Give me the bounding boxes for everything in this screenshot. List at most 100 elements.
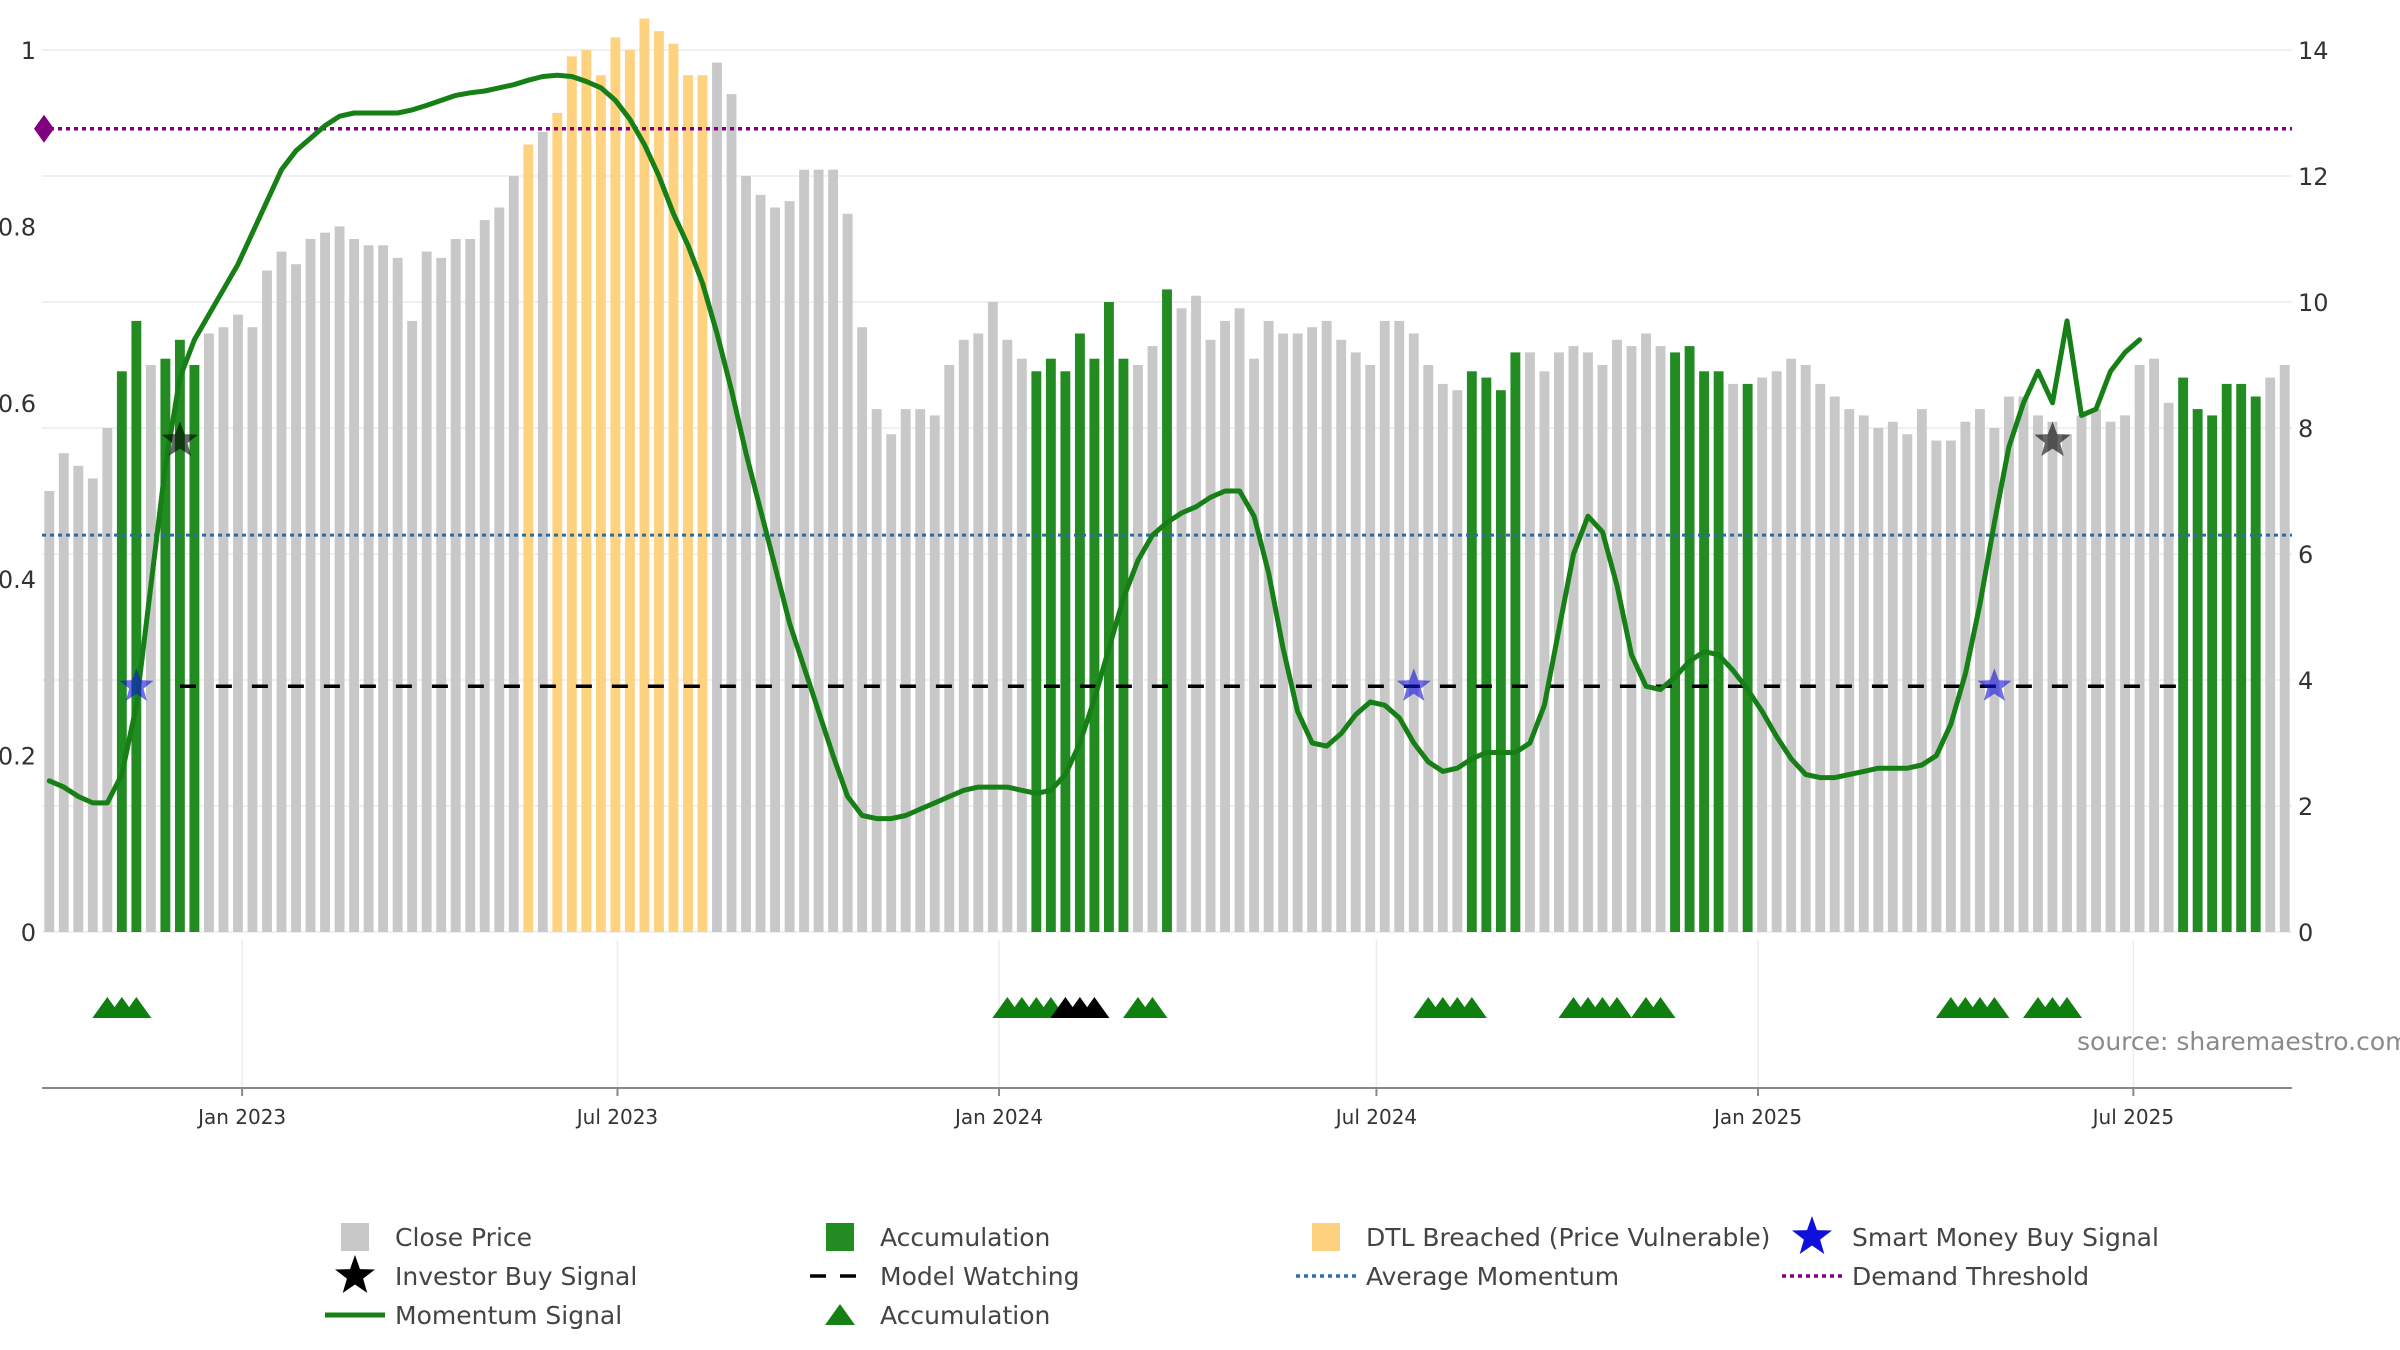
accumulation-bar	[1670, 352, 1680, 932]
accumulation-triangle	[1602, 997, 1632, 1018]
legend-label: Smart Money Buy Signal	[1852, 1223, 2159, 1252]
legend-label: Accumulation	[880, 1301, 1050, 1330]
accumulation-bar	[1713, 371, 1724, 932]
close-price-bar	[145, 365, 156, 932]
close-price-bar	[1597, 365, 1608, 932]
legend-item-dtl_breached: DTL Breached (Price Vulnerable)	[1312, 1223, 1770, 1252]
accumulation-bar	[2207, 415, 2218, 932]
close-price-bar	[871, 409, 882, 933]
dtl-breached-bar	[624, 50, 635, 932]
close-price-bar	[2279, 365, 2290, 932]
accumulation-bar	[2236, 383, 2247, 932]
accumulation-bar	[1481, 377, 1492, 933]
legend-item-accumulation: Accumulation	[825, 1301, 1050, 1330]
x-axis-tick-label: Jul 2024	[1334, 1105, 1417, 1129]
dtl-breached-bar	[523, 144, 534, 932]
legend-label: Average Momentum	[1366, 1262, 1619, 1291]
accumulation-bar	[131, 320, 142, 932]
close-price-bar	[204, 333, 214, 932]
close-price-bar	[494, 207, 505, 932]
legend-item-investor_buy: Investor Buy Signal	[335, 1255, 637, 1293]
legend-label: DTL Breached (Price Vulnerable)	[1366, 1223, 1770, 1252]
close-price-bar	[87, 478, 98, 932]
close-price-bar	[1452, 390, 1463, 932]
close-price-bar	[1974, 409, 1985, 933]
close-price-bar	[784, 201, 795, 932]
legend-label: Close Price	[395, 1223, 532, 1252]
close-price-bar	[1568, 346, 1579, 933]
dtl-breached-bar	[581, 50, 592, 932]
accumulation-bar	[2250, 396, 2261, 932]
legend-item-average_momentum: Average Momentum	[1296, 1262, 1619, 1291]
close-price-bar	[320, 232, 330, 932]
close-price-bar	[712, 62, 722, 933]
dtl-breached-bar	[552, 113, 563, 932]
close-price-bar	[2120, 415, 2130, 932]
close-price-bar	[1786, 358, 1797, 932]
accumulation-triangle	[1079, 997, 1110, 1018]
close-price-bar	[1147, 346, 1158, 933]
x-axis-tick-label: Jan 2023	[196, 1105, 286, 1129]
close-price-bar	[1016, 358, 1027, 932]
close-price-bar	[1292, 333, 1303, 932]
close-price-bar	[1583, 352, 1593, 932]
accumulation-bar	[1684, 346, 1695, 933]
accumulation-bar	[1104, 302, 1114, 932]
close-price-bar	[944, 365, 955, 932]
right-axis-tick-label: 0	[2298, 919, 2313, 947]
close-price-bar	[1815, 383, 1826, 932]
close-price-bar	[1612, 339, 1622, 932]
accumulation-bar	[1510, 352, 1521, 932]
legend-item-smart_money: Smart Money Buy Signal	[1792, 1216, 2159, 1254]
close-price-bar	[349, 239, 360, 932]
accumulation-triangle	[2052, 997, 2082, 1018]
close-price-bar	[958, 339, 969, 932]
accumulation-bar	[1466, 371, 1477, 932]
close-price-bar	[233, 314, 243, 933]
accumulation-bar	[189, 365, 200, 932]
dtl-breached-bar	[668, 43, 679, 932]
close-price-bar	[247, 327, 258, 932]
right-axis-tick-label: 10	[2298, 289, 2329, 317]
accumulation-bar	[174, 339, 185, 932]
close-price-bar	[1234, 308, 1245, 932]
close-price-bar	[1350, 352, 1361, 932]
right-axis-tick-label: 12	[2298, 163, 2329, 191]
momentum-signal-line	[46, 72, 2143, 822]
close-price-bar	[2076, 415, 2087, 932]
close-price-bar	[508, 176, 519, 932]
close-price-bar	[1728, 383, 1739, 932]
close-price-bar	[1002, 339, 1013, 932]
close-price-bar	[1887, 421, 1898, 932]
left-axis-tick-label: 0.4	[0, 566, 36, 594]
close-price-bar	[1176, 308, 1187, 932]
legend-marker-star	[335, 1255, 375, 1293]
left-axis-tick-label: 0	[21, 919, 36, 947]
close-price-bar	[828, 169, 839, 932]
close-price-bar	[262, 270, 272, 932]
close-price-bar	[799, 169, 810, 932]
smart-money-buy-signal-star	[1396, 668, 1431, 701]
demand-threshold-diamond	[34, 114, 54, 143]
accumulation-triangle	[121, 997, 152, 1018]
accumulation-triangle	[1645, 997, 1676, 1018]
close-price-bar	[1249, 358, 1260, 932]
close-price-bar	[1278, 333, 1289, 932]
accumulation-triangle	[1979, 997, 2010, 1018]
close-price-bar	[1394, 320, 1405, 932]
close-price-bar	[755, 194, 766, 932]
close-price-bar	[392, 257, 403, 932]
dtl-breached-bar	[697, 75, 708, 932]
close-price-bar	[450, 239, 461, 932]
legend-item-close_price: Close Price	[341, 1223, 532, 1252]
legend-marker-square	[1312, 1223, 1340, 1251]
close-price-bar	[1858, 415, 1869, 932]
close-price-bar	[2047, 421, 2058, 932]
close-price-bar	[1321, 320, 1332, 932]
close-price-bar	[1336, 339, 1347, 932]
legend-marker-star	[1792, 1216, 1832, 1254]
close-price-bar	[1626, 346, 1637, 933]
close-price-bar	[1902, 434, 1913, 932]
right-axis-tick-label: 14	[2298, 37, 2329, 65]
right-axis-tick-label: 2	[2298, 793, 2313, 821]
